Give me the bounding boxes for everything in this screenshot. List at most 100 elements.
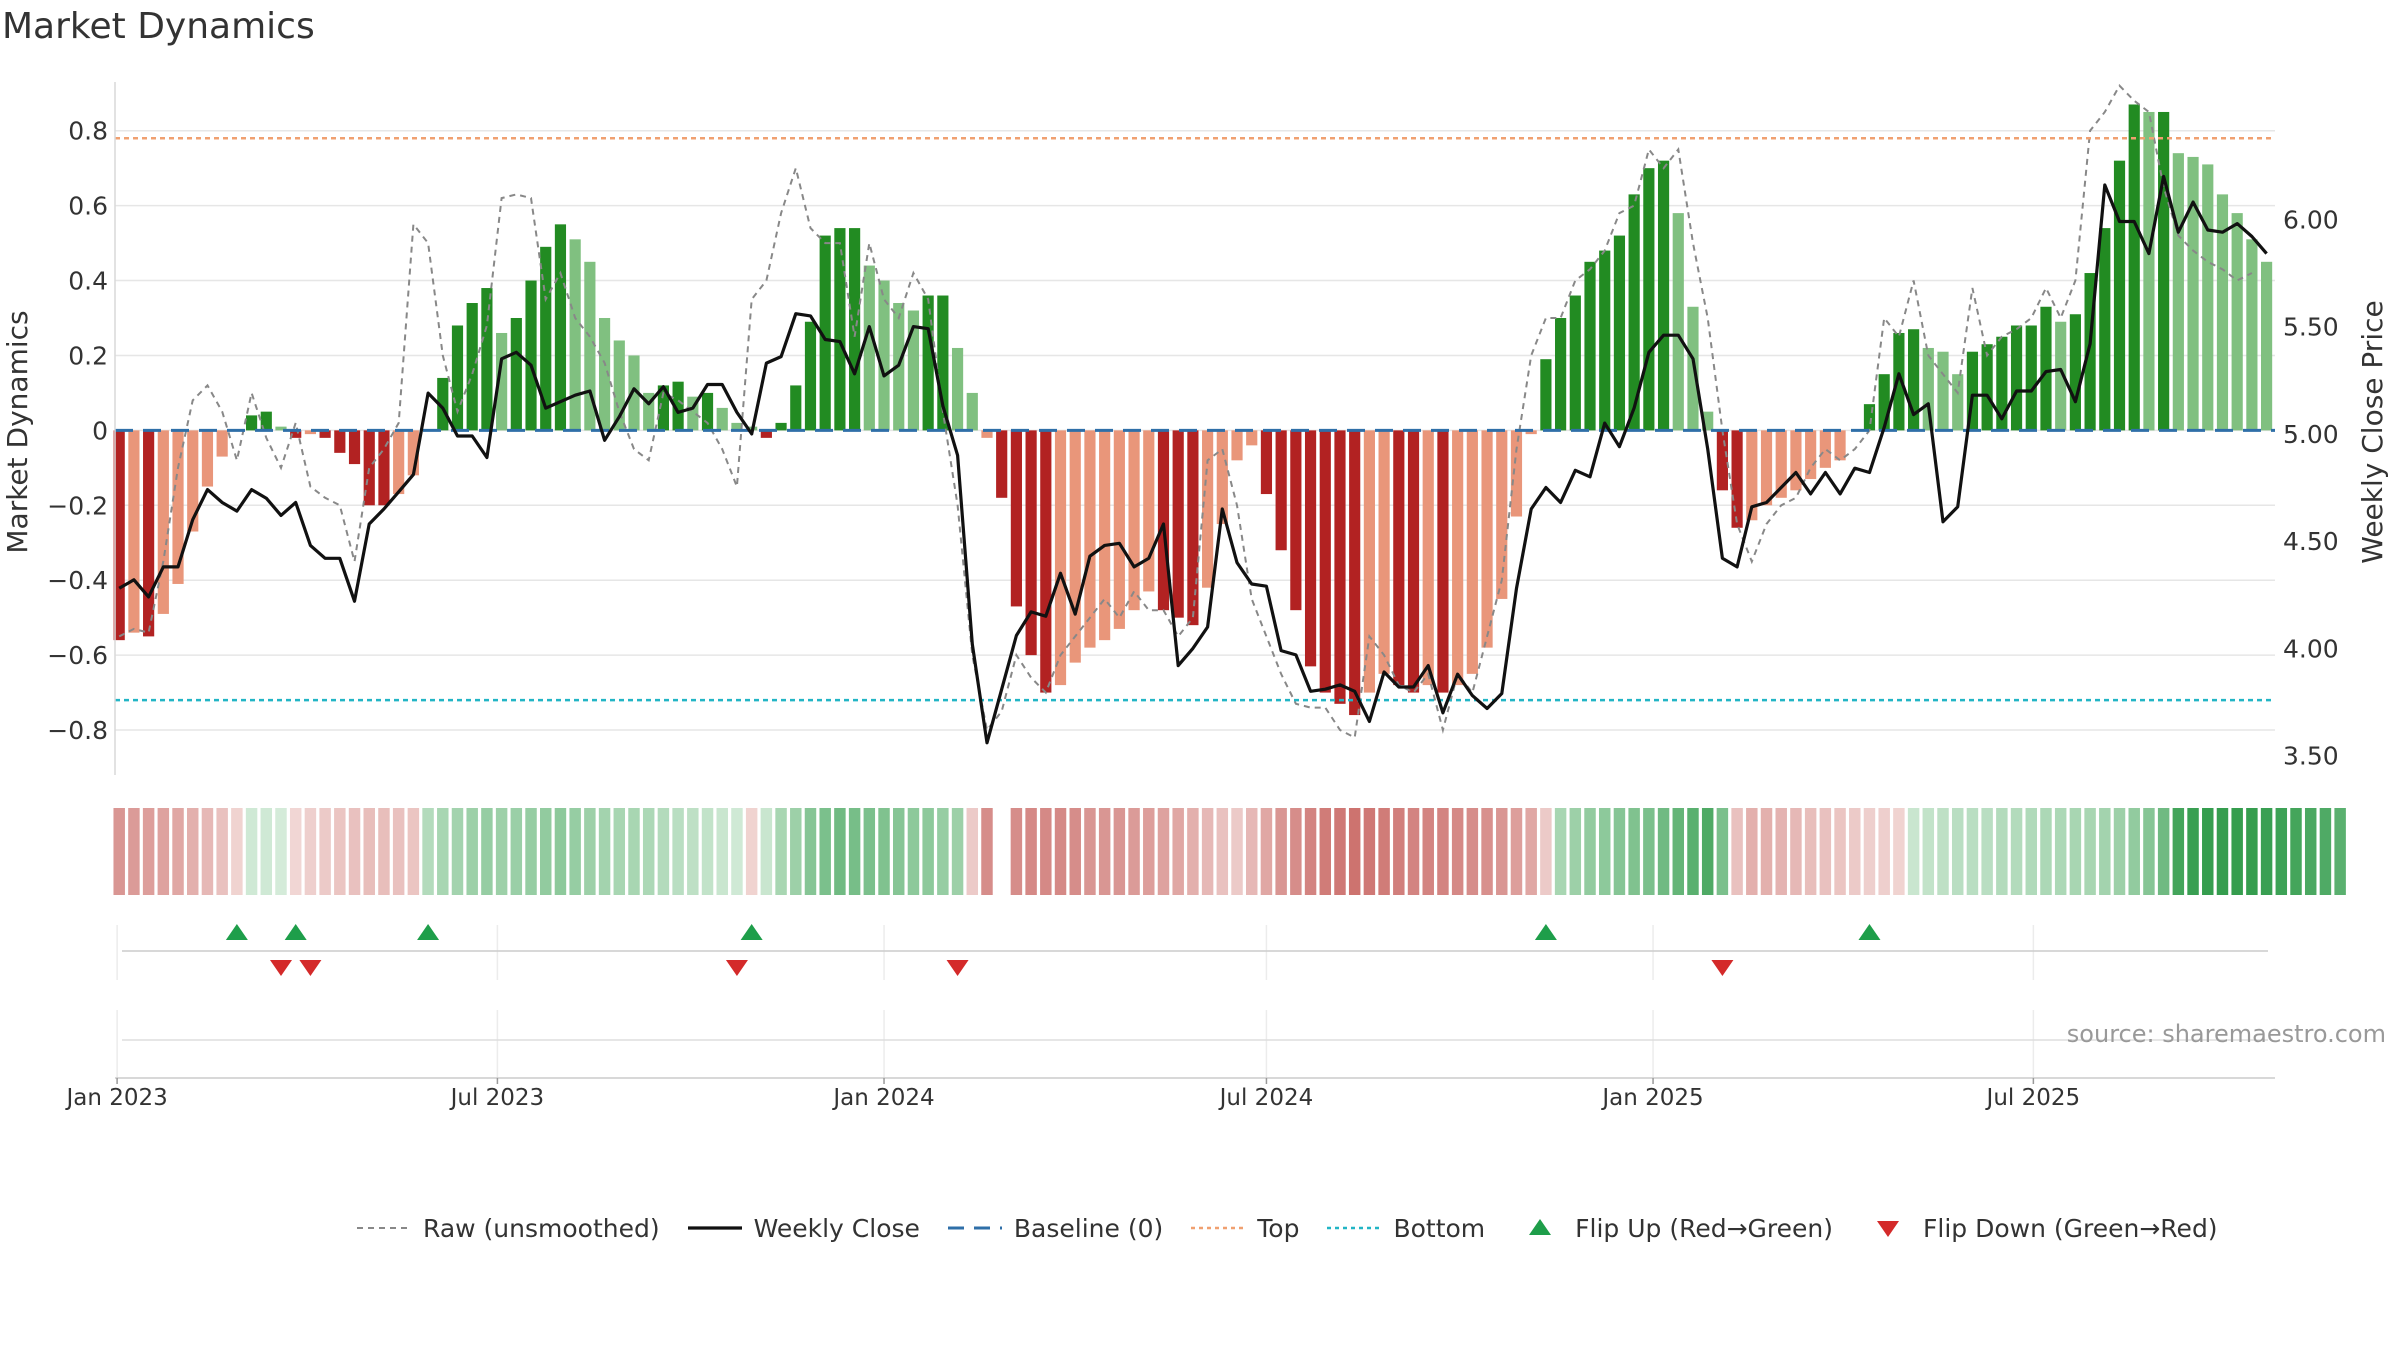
strip-cell [1643,808,1655,895]
dynamics-bar [1716,430,1728,491]
legend-label: Bottom [1393,1213,1486,1243]
strip-cell [378,808,390,895]
dynamics-bar [1393,430,1405,686]
strip-cell [260,808,273,895]
strip-cell [1819,808,1832,895]
strip-cell [1863,808,1876,895]
strip-cell [1113,808,1126,895]
dynamics-bar [1628,194,1640,431]
dynamics-bar [1157,430,1170,611]
dynamics-bar [996,430,1008,498]
strip-cell [1731,808,1743,895]
legend-symbol-top [1191,1226,1246,1230]
dynamics-bar [1113,430,1125,629]
strip-cell [584,808,596,895]
dynamics-bar [510,317,522,431]
dynamics-bar [981,430,993,438]
legend-label: Flip Down (Green→Red) [1923,1213,2218,1243]
dynamics-bar [245,415,258,431]
strip-cell [1893,808,1905,895]
dynamics-bar [1363,430,1375,693]
dynamics-bar [584,261,596,431]
dynamics-bar [1657,160,1670,431]
raw-series [118,84,2253,740]
y2-tick-label: 5.00 [2283,420,2339,449]
strip-cell [1849,808,1861,895]
strip-cell [1716,808,1729,895]
flip-up-marker [284,924,307,940]
strip-cell [1010,808,1023,895]
dynamics-bar [378,430,390,506]
strip-cell [1613,808,1626,895]
strip-cell [1334,808,1346,895]
source-note: source: sharemaestro.com [2067,1020,2386,1048]
strip-cell [1128,808,1140,895]
legend-item-flip_up: Flip Up (Red→Green) [1511,1213,1833,1243]
strip-cell [1172,808,1184,895]
dynamics-bar [1599,250,1611,431]
strip-cell [2319,808,2332,895]
legend-symbol-flip_down [1877,1221,1900,1237]
strip-cell [1157,808,1170,895]
dynamics-bar [701,392,714,431]
dynamics-bar [187,430,199,532]
flip-up-marker [740,924,763,940]
y2-tick-label: 6.00 [2283,205,2339,234]
dynamics-bar [304,430,316,435]
strip-cell [1304,808,1317,895]
dynamics-bar [657,385,669,431]
dynamics-bar [863,265,875,431]
dynamics-bar [643,392,655,431]
dynamics-bar [128,430,140,633]
reference-lines [115,136,2275,702]
strip-cell [1437,808,1449,895]
dynamics-bar [1069,430,1081,663]
strip-cell [2290,808,2302,895]
dynamics-bar [2055,321,2067,431]
strip-cell [907,808,920,895]
legend-symbol-close [687,1226,742,1230]
strip-cell [1319,808,1332,895]
dynamics-bar [2069,314,2081,431]
strip-cell [1245,808,1258,895]
strip-cell [2054,808,2067,895]
strip-cell [1628,808,1640,895]
strip-cell [1701,808,1714,895]
strip-cell [2113,808,2126,895]
dynamics-bar [363,430,375,506]
dynamics-bar [2113,160,2126,431]
x-tick-label: Jul 2025 [1985,1085,2081,1111]
strip-cell [495,808,508,895]
dynamics-bar [275,426,287,431]
strip-cell [2069,808,2082,895]
dynamics-bar [260,411,272,431]
x-tick-label: Jan 2024 [831,1085,934,1111]
strip-cell [2260,808,2273,895]
dynamics-bar [731,422,743,431]
strip-cell [1834,808,1846,895]
strip-cell [1746,808,1758,895]
strip-cell [157,808,170,895]
dynamics-bar [290,430,302,438]
legend-symbol-raw [357,1227,411,1229]
strip-cell [1584,808,1596,895]
dynamics-bar [1893,332,1905,431]
dynamics-bar [1231,430,1243,461]
strip-cell [966,808,979,895]
strip-cell [1216,808,1229,895]
dynamics-bar [466,303,478,431]
strip-cell [1260,808,1273,895]
dynamics-bar [407,430,419,476]
dynamics-bar [1952,374,1964,431]
strip-cell [701,808,714,895]
dynamics-bar [1407,430,1420,693]
dynamics-bar [1496,430,1508,599]
flip-up-marker [1858,924,1881,940]
strip-cell [1201,808,1214,895]
strip-cell [510,808,523,895]
strip-cell [1804,808,1817,895]
dynamics-bar [437,377,449,431]
legend-item-bottom: Bottom [1325,1213,1485,1243]
dynamics-bar [393,430,405,495]
dynamics-bar [1290,430,1302,611]
